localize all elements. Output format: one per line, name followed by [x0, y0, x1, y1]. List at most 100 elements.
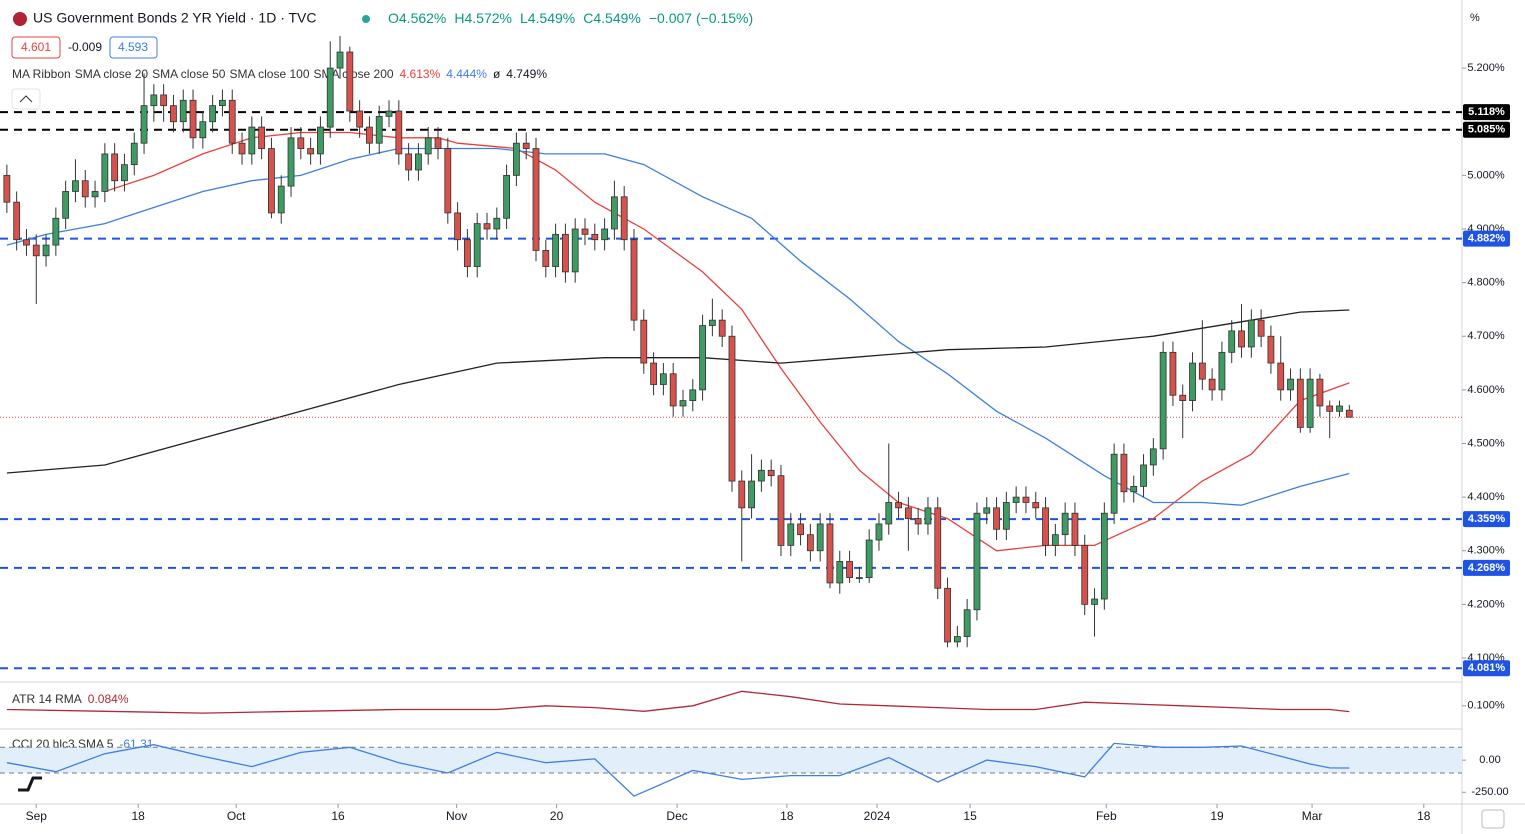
- candle-body: [1296, 378, 1304, 428]
- y-tick-label: 4.700%: [1467, 330, 1505, 342]
- candle-body: [885, 502, 893, 525]
- candle-body: [101, 153, 109, 192]
- y-tick-label: 4.500%: [1467, 437, 1505, 449]
- candle-body: [258, 126, 266, 149]
- candle-body: [503, 174, 511, 219]
- ma-legend-item: SMA close 100: [229, 67, 309, 81]
- x-tick-label: 2024: [864, 809, 891, 823]
- candle-body: [317, 126, 324, 155]
- level-label: 4.882%: [1468, 233, 1506, 245]
- chart-title: US Government Bonds 2 YR Yield · 1D · TV…: [33, 10, 317, 26]
- x-tick-label: 18: [1417, 809, 1431, 823]
- y-tick-label: 4.400%: [1467, 491, 1505, 503]
- level-label: 4.268%: [1468, 562, 1506, 574]
- candle-body: [1091, 598, 1098, 605]
- candle-body: [140, 105, 148, 144]
- candle-body: [630, 239, 638, 321]
- y-tick-label: 5.000%: [1467, 169, 1505, 181]
- candle-body: [620, 196, 628, 241]
- candle-body: [32, 244, 40, 257]
- candle-body: [52, 217, 60, 246]
- ma-legend-item: SMA close 50: [152, 67, 226, 81]
- candle-body: [865, 539, 873, 578]
- candle-body: [297, 137, 305, 149]
- candle-body: [1032, 502, 1040, 509]
- candle-body: [934, 507, 942, 589]
- atr-tick-label: 0.100%: [1467, 700, 1505, 712]
- candle-body: [748, 480, 755, 509]
- candle-body: [1287, 378, 1294, 391]
- cci-tick-label: 0.00: [1479, 754, 1500, 766]
- atr-label: ATR 14 RMA: [12, 692, 82, 706]
- x-tick-label: 18: [780, 809, 794, 823]
- x-tick-label: 18: [131, 809, 145, 823]
- y-tick-label: 5.200%: [1467, 62, 1505, 74]
- candle-body: [718, 319, 726, 337]
- level-label-box: [1463, 121, 1510, 138]
- candle-body: [689, 389, 697, 401]
- status-dot: [362, 15, 370, 23]
- candle-body: [356, 110, 364, 128]
- ask: 4.593: [118, 40, 148, 54]
- candle-body: [875, 523, 883, 541]
- candle-body: [1002, 502, 1010, 530]
- level-label-box: [1463, 660, 1510, 677]
- atr-line: [6, 690, 1350, 714]
- ask-box[interactable]: [109, 36, 158, 59]
- candle-body: [1130, 486, 1138, 493]
- level-label-box: [1463, 104, 1510, 121]
- candle-body: [1247, 319, 1255, 348]
- candle-body: [1228, 330, 1236, 353]
- ma-value: 4.613%: [400, 67, 441, 81]
- candle-body: [1345, 409, 1353, 418]
- x-tick-label: Oct: [227, 809, 246, 823]
- ohlc-values: O4.562% H4.572% L4.549% C4.549% −0.007 (−0.1…: [388, 10, 753, 26]
- x-tick-label: 20: [550, 809, 564, 823]
- x-tick-label: Sep: [26, 809, 48, 823]
- candle-body: [542, 250, 550, 267]
- candle-body: [81, 180, 89, 198]
- atr-value: 0.084%: [88, 692, 129, 706]
- candle-body: [287, 137, 295, 187]
- candle-body: [924, 507, 932, 525]
- candle-body: [464, 239, 471, 267]
- candle-body: [914, 518, 922, 525]
- candle-body: [767, 469, 775, 477]
- candle-body: [454, 212, 462, 241]
- candle-body: [846, 561, 853, 578]
- candle-body: [160, 94, 168, 107]
- y-tick-label: 4.600%: [1467, 384, 1505, 396]
- candle-body: [963, 609, 971, 637]
- candle-body: [1100, 512, 1108, 600]
- candle-body: [797, 523, 804, 536]
- candle-body: [1022, 496, 1030, 503]
- level-label-box: [1463, 559, 1510, 576]
- settings-button[interactable]: [1481, 809, 1505, 829]
- candle-body: [268, 148, 275, 214]
- level-label-box: [1463, 230, 1510, 247]
- collapse-icon: [19, 95, 33, 103]
- candle-body: [1051, 534, 1059, 546]
- candle-body: [91, 191, 99, 198]
- candle-body: [581, 228, 589, 235]
- candle-body: [1149, 448, 1157, 466]
- candle-body: [199, 121, 207, 139]
- candle-body: [1218, 351, 1226, 391]
- candle-body: [1120, 453, 1128, 493]
- candle-body: [473, 223, 481, 267]
- ma-legend-item: SMA close 20: [75, 67, 149, 81]
- candle-body: [640, 319, 648, 364]
- collapse-button[interactable]: [11, 88, 41, 110]
- candle-body: [836, 561, 844, 584]
- candle-body: [130, 142, 138, 166]
- ma-value: 4.749%: [506, 67, 547, 81]
- candle-body: [728, 335, 736, 482]
- candle-body: [1306, 378, 1314, 428]
- candle-body: [1316, 378, 1324, 407]
- level-label: 5.118%: [1468, 106, 1505, 118]
- candle-body: [170, 105, 177, 123]
- candle-body: [150, 94, 158, 107]
- candle-body: [248, 126, 256, 155]
- bid-box[interactable]: [11, 36, 61, 59]
